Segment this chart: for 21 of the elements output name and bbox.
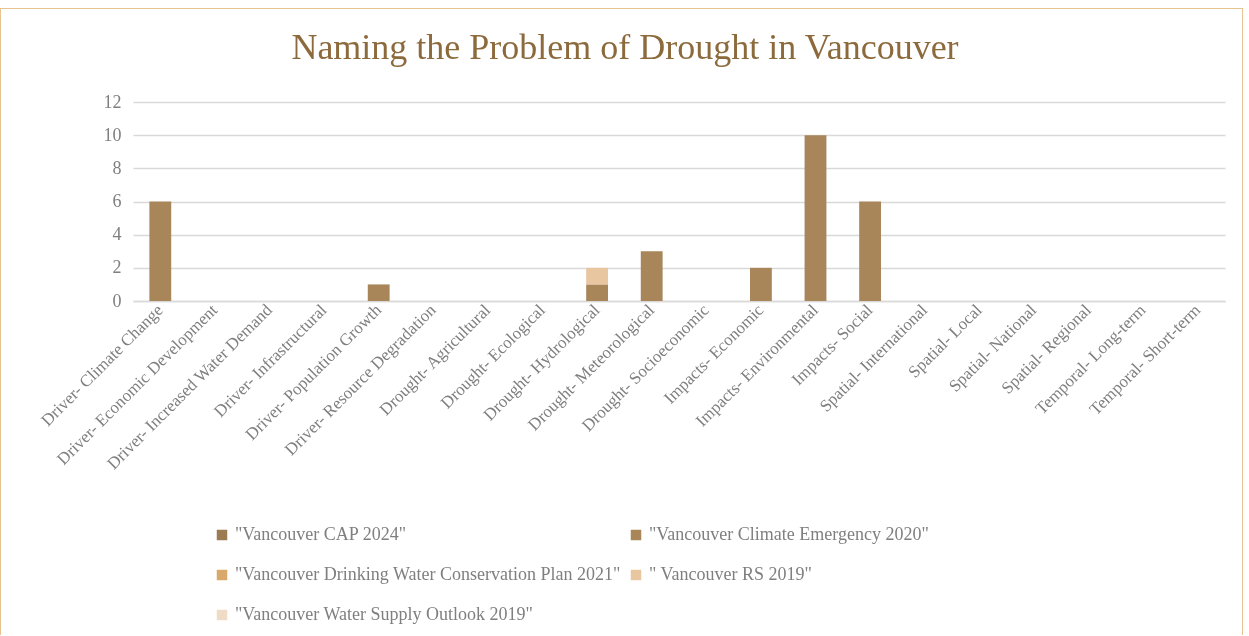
bar (586, 284, 609, 301)
legend-label: "Vancouver CAP 2024" (235, 524, 407, 544)
legend-label: " Vancouver RS 2019" (649, 564, 812, 584)
legend-label: "Vancouver Water Supply Outlook 2019" (235, 604, 533, 624)
y-tick-label: 12 (103, 91, 122, 112)
bar (367, 284, 390, 301)
legend-label: "Vancouver Climate Emergency 2020" (649, 524, 929, 544)
legend-label: "Vancouver Drinking Water Conservation Plan 2021" (235, 564, 621, 584)
y-tick-label: 0 (112, 290, 122, 311)
y-tick-label: 2 (112, 257, 122, 278)
bar (640, 251, 663, 301)
bar (149, 201, 172, 301)
bar (586, 267, 609, 285)
y-tick-label: 8 (112, 157, 122, 178)
bar (804, 135, 827, 301)
bar (749, 267, 772, 301)
y-tick-label: 6 (112, 191, 122, 211)
chart-title: Naming the Problem of Drought in Vancouver (291, 27, 959, 67)
y-tick-label: 10 (103, 124, 122, 145)
bar (859, 201, 882, 301)
y-tick-label: 4 (112, 224, 122, 245)
